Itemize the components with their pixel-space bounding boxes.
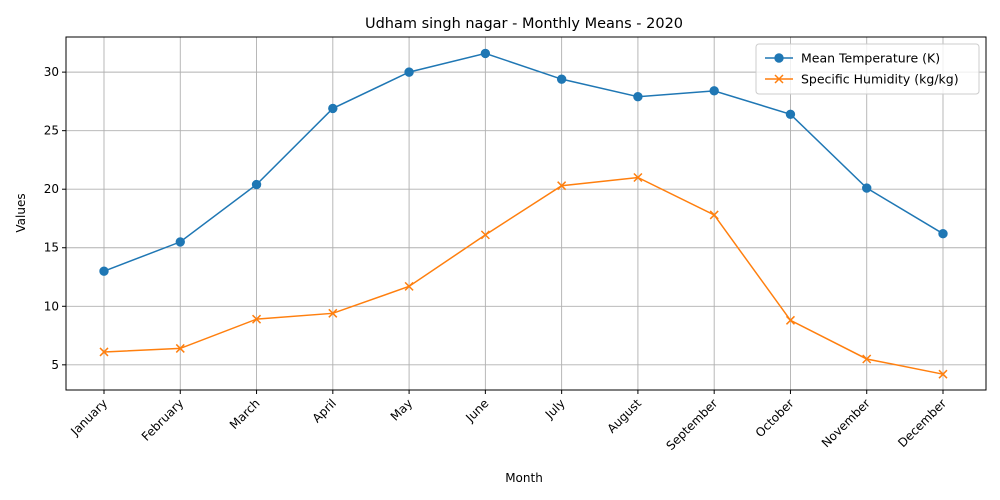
grid-layer: [66, 37, 986, 390]
legend-swatch-marker: [774, 53, 784, 63]
data-point-temperature: [175, 237, 185, 247]
legend: Mean Temperature (K) Specific Humidity (k…: [755, 43, 980, 95]
data-point-temperature: [709, 86, 719, 96]
data-point-temperature: [785, 109, 796, 119]
data-point-temperature: [480, 48, 491, 59]
data-point-humidity: [328, 308, 338, 318]
plot-area-frame: [65, 36, 987, 391]
legend-box: [755, 43, 980, 95]
y-tick-label: 5: [51, 358, 59, 372]
series-humidity: [99, 172, 948, 379]
legend-label: Specific Humidity (kg/kg): [801, 72, 959, 87]
x-axis-title: Month: [505, 471, 543, 485]
legend-item-temperature: Mean Temperature (K): [765, 51, 940, 66]
data-point-humidity: [252, 314, 262, 324]
data-point-humidity: [557, 181, 567, 191]
y-tick-label: 30: [44, 65, 59, 79]
y-axis-title: Values: [14, 193, 28, 232]
series-line-humidity: [103, 176, 944, 375]
series-temperature: [99, 48, 948, 276]
data-point-temperature: [556, 74, 567, 84]
data-point-humidity: [633, 172, 643, 183]
y-tick-label: 20: [44, 182, 59, 196]
y-axis: 5 10 15 20 25 30: [44, 65, 66, 372]
data-point-humidity: [480, 230, 490, 240]
data-point-temperature: [251, 179, 262, 190]
data-point-humidity: [709, 210, 719, 220]
data-point-humidity: [175, 343, 185, 353]
data-point-temperature: [99, 266, 109, 276]
data-point-humidity: [938, 369, 948, 379]
data-point-temperature: [633, 92, 643, 102]
data-point-temperature: [328, 103, 338, 114]
data-point-humidity: [99, 347, 109, 357]
y-tick-label: 10: [44, 299, 59, 313]
y-tick-label: 15: [44, 241, 59, 255]
data-point-temperature: [938, 228, 948, 239]
series-layer: [99, 48, 948, 379]
legend-item-humidity: Specific Humidity (kg/kg): [765, 72, 959, 87]
data-point-temperature: [404, 67, 414, 77]
data-point-humidity: [862, 354, 872, 364]
legend-label: Mean Temperature (K): [801, 51, 940, 66]
series-line-temperature: [103, 52, 944, 272]
data-point-humidity: [404, 281, 414, 291]
legend-swatch-marker: [774, 74, 784, 84]
chart-title: Udham singh nagar - Monthly Means - 2020: [365, 16, 683, 32]
data-point-humidity: [785, 315, 795, 325]
data-point-temperature: [862, 183, 872, 193]
y-tick-label: 25: [44, 124, 59, 138]
